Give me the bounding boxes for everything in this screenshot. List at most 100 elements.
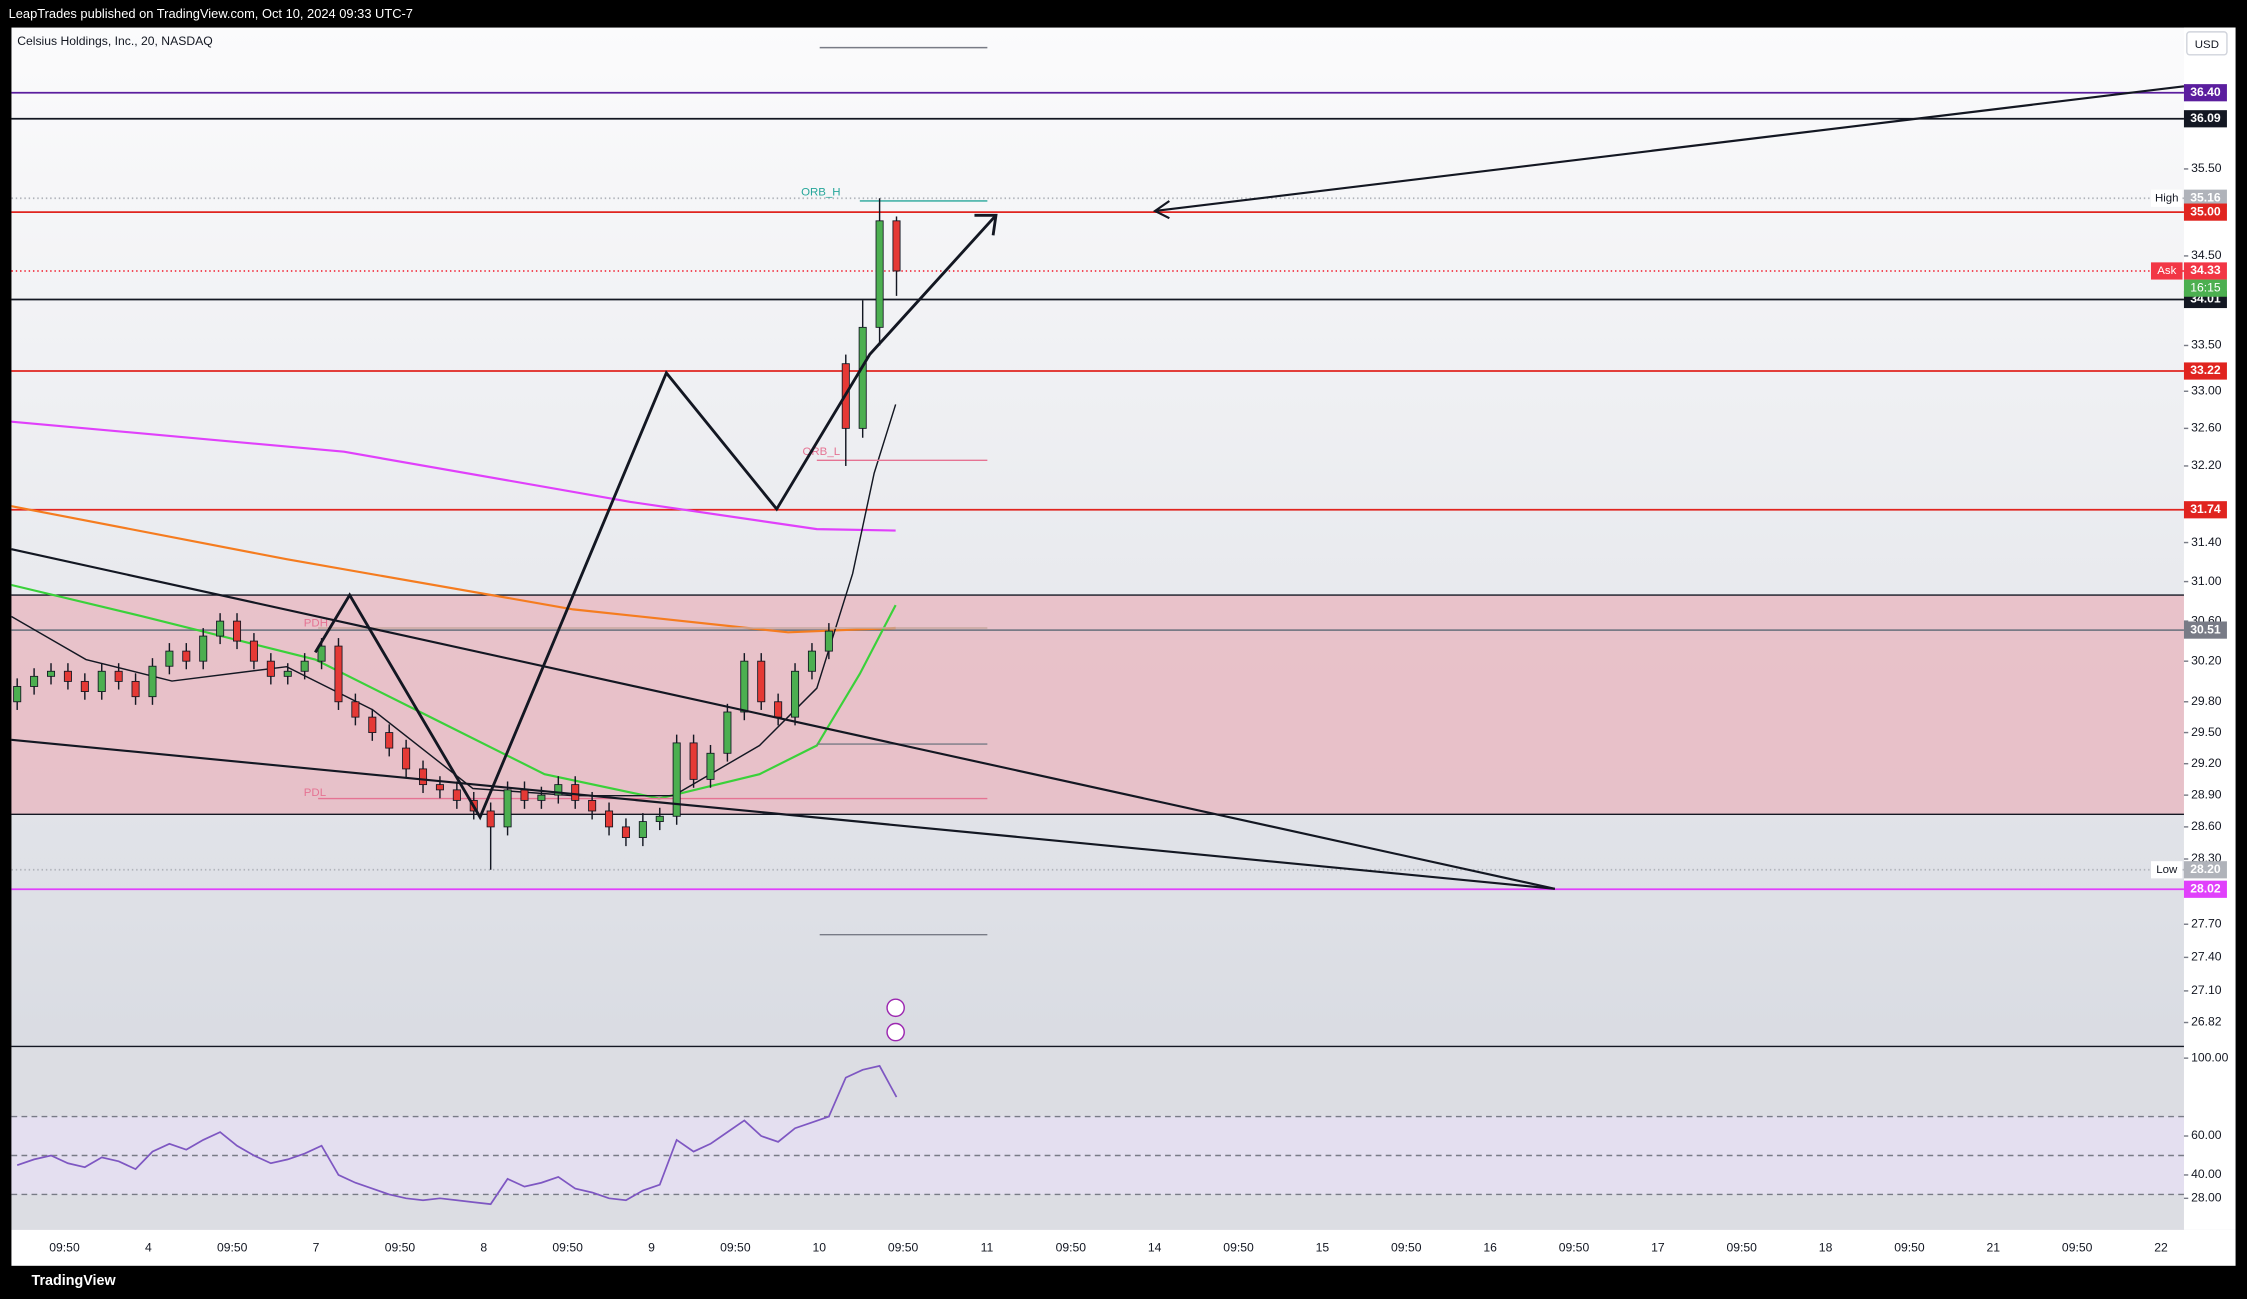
x-tick-label: 16 [1483,1241,1497,1255]
candle-body [47,670,56,677]
candle-body [13,686,22,703]
rsi-tick-label: 40.00 [2191,1167,2222,1181]
candle-body [571,784,580,801]
annotation: PDH [304,618,328,630]
level-label: 33.22 [2190,363,2221,377]
y-tick-label: 33.50 [2191,338,2222,352]
x-tick-label: 09:50 [1559,1241,1590,1255]
y-tick-label: 30.20 [2191,653,2222,667]
candle-body [774,701,783,718]
ma-line [11,420,896,532]
level-tag: Low [2156,864,2178,876]
candle-body [165,650,174,667]
level-label: 28.02 [2190,881,2221,895]
countdown-bg [2183,279,2227,297]
x-tick-label: 09:50 [217,1241,248,1255]
level-label-bg [2183,880,2227,898]
event-icon[interactable] [886,1022,905,1042]
candle-body [334,645,343,703]
candle-body [249,640,258,662]
countdown: 16:15 [2190,280,2221,294]
candle-body [621,826,630,838]
candle-body [554,784,563,796]
candle-body [740,660,749,713]
candle-body [182,650,191,662]
y-tick-label: 28.90 [2191,787,2222,801]
candle-body [351,701,360,718]
level-label-bg [2183,110,2227,128]
candle-body [672,742,681,817]
candle-body [588,799,597,812]
x-tick-label: 15 [1316,1241,1330,1255]
level-label-bg [2183,861,2227,879]
arrow-line [1154,85,2185,213]
level-label-bg [2183,501,2227,519]
candle-body [452,789,461,801]
candle-body [638,821,647,838]
y-tick-label: 31.40 [2191,535,2222,549]
x-tick-label: 8 [480,1241,487,1255]
candle-body [283,670,292,677]
y-tick-label: 34.50 [2191,248,2222,262]
candle-body [858,326,867,429]
candle-body [435,784,444,791]
y-tick-label: 27.10 [2191,983,2222,997]
level-label: 28.20 [2190,862,2221,876]
ma-line [11,505,896,634]
level-label-bg [2183,621,2227,639]
candle-body [757,660,766,703]
candle-body [723,711,732,754]
candle-body [131,680,140,698]
level-label: 36.09 [2190,111,2221,125]
x-tick-label: 7 [313,1241,320,1255]
currency[interactable]: USD [2195,39,2219,51]
candle-body [486,810,495,828]
level-label: 34.33 [2190,263,2221,277]
candle-body [63,670,72,682]
rsi-tick-label: 100.00 [2191,1050,2228,1064]
candle-body [537,794,546,801]
candle-body [199,635,208,662]
level-label-bg [2183,189,2227,207]
candle-body [875,220,884,328]
y-tick-label: 29.20 [2191,756,2222,770]
footer-logo: TradingView [32,1273,117,1289]
x-tick-label: 09:50 [552,1241,583,1255]
level-label: 30.51 [2190,622,2221,636]
event-icon[interactable] [886,998,905,1018]
y-tick-label: 32.60 [2191,421,2222,435]
arrow-head [974,213,998,236]
candle-body [368,716,377,734]
currency-box[interactable] [2186,31,2228,56]
y-tick-label: 27.70 [2191,916,2222,930]
y-tick-label: 35.50 [2191,161,2222,175]
annotation: PDL [304,787,326,799]
x-tick-label: 10 [812,1241,826,1255]
level-tag: Ask [2157,265,2176,277]
candle-body [824,630,833,652]
candle-body [807,650,816,672]
x-tick-label: 18 [1819,1241,1833,1255]
level-tag-bg [2150,262,2183,280]
chart-title: Celsius Holdings, Inc., 20, NASDAQ [17,34,213,48]
y-tick-label: 32.20 [2191,458,2222,472]
candle-body [706,752,715,780]
trend-line [11,548,1556,890]
level-label: 35.16 [2190,190,2221,204]
candle-body [791,670,800,718]
x-tick-label: 09:50 [1391,1241,1422,1255]
x-tick-label: 14 [1148,1241,1162,1255]
x-tick-label: 09:50 [2062,1241,2093,1255]
y-tick-label: 26.82 [2191,1015,2222,1029]
candle-body [655,815,664,823]
candle-body [402,747,411,770]
y-tick-label: 33.00 [2191,383,2222,397]
supply-zone [11,595,2184,815]
publisher: LeapTrades published on TradingView.com,… [9,6,413,21]
candle-body [97,670,106,693]
x-tick-label: 09:50 [1223,1241,1254,1255]
x-tick-label: 09:50 [720,1241,751,1255]
y-tick-label: 27.40 [2191,950,2222,964]
